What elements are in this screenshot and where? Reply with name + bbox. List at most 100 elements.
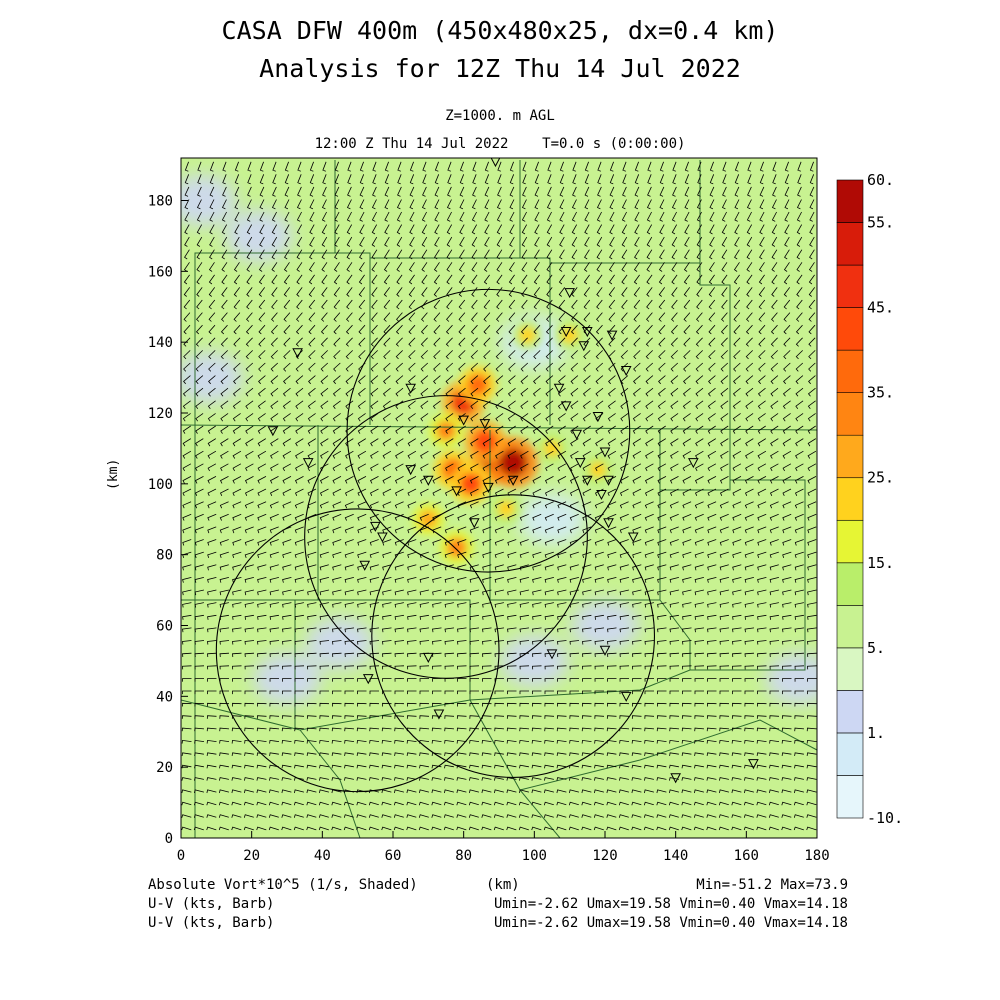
station-marker-0 <box>490 158 501 168</box>
y-tick-label-0: 0 <box>165 831 173 847</box>
colorbar-bin-11 <box>836 307 864 351</box>
x-tick-label-120: 120 <box>592 848 617 864</box>
station-marker-35 <box>362 674 374 685</box>
footer-uv-range-1: Umin=-2.62 Umax=19.58 Vmin=0.40 Vmax=14.… <box>493 896 848 912</box>
colorbar-label-60: 60. <box>867 171 894 189</box>
vort-cell-core-12 <box>561 327 578 344</box>
station-marker-23 <box>627 532 639 543</box>
colorbar-bin-12 <box>836 264 864 308</box>
radar-ring-3 <box>371 494 656 779</box>
station-marker-37 <box>546 649 558 660</box>
station-marker-27 <box>479 419 491 430</box>
y-tick-label-160: 160 <box>148 264 173 280</box>
colorbar-label-25: 25. <box>867 469 894 487</box>
colorbar-bin-9 <box>836 392 864 436</box>
colorbar-label-35: 35. <box>867 384 894 402</box>
station-marker-20 <box>582 475 593 486</box>
colorbar: -10. 1. 5. 15. 25. 35. 45. 55. 60. <box>836 171 903 827</box>
vort-cell-core-4 <box>467 374 489 396</box>
title-line-2: Analysis for 12Z Thu 14 Jul 2022 <box>259 54 741 83</box>
station-marker-34 <box>423 652 434 663</box>
vort-cell-core-10 <box>543 440 561 457</box>
station-marker-38 <box>599 645 611 656</box>
station-marker-25 <box>451 486 462 497</box>
station-marker-18 <box>603 475 614 486</box>
station-marker-13 <box>553 383 565 394</box>
colorbar-label--10: -10. <box>867 809 903 827</box>
station-marker-26 <box>483 482 494 493</box>
colorbar-bin-3 <box>836 647 864 691</box>
station-marker-41 <box>748 759 759 770</box>
x-tick-label-180: 180 <box>804 848 829 864</box>
low-vort-region-1 <box>224 209 293 262</box>
low-vort-region-2 <box>181 351 244 404</box>
station-marker-10 <box>606 330 618 341</box>
low-vort-region-3 <box>306 617 374 670</box>
colorbar-bin-14 <box>836 179 864 223</box>
vort-cell-core-14 <box>589 461 606 478</box>
station-marker-17 <box>599 447 611 458</box>
y-tick-label-80: 80 <box>156 548 173 564</box>
station-marker-15 <box>571 429 583 440</box>
footer-minmax: Min=-51.2 Max=73.9 <box>696 877 848 893</box>
x-axis-label: (km) <box>486 877 520 893</box>
x-tick-label-20: 20 <box>243 848 260 864</box>
vort-cell-core-3 <box>473 429 497 453</box>
station-marker-6 <box>423 475 434 486</box>
station-marker-30 <box>468 518 480 529</box>
colorbar-bin-6 <box>836 519 864 564</box>
vort-cell-core-6 <box>459 472 482 495</box>
station-marker-40 <box>670 773 681 784</box>
station-marker-1 <box>292 348 303 359</box>
station-marker-5 <box>405 465 416 476</box>
station-marker-29 <box>507 475 519 486</box>
x-tick-label-140: 140 <box>663 848 688 864</box>
barb-field <box>181 161 817 831</box>
x-tick-label-80: 80 <box>455 848 472 864</box>
colorbar-bin-4 <box>836 605 864 649</box>
colorbar-label-5: 5. <box>867 639 885 657</box>
low-vort-region-0 <box>181 174 237 227</box>
station-marker-11 <box>578 341 590 352</box>
y-tick-label-100: 100 <box>148 477 173 493</box>
high-vorticity-shading <box>412 320 613 565</box>
footer-uv-range-2: Umin=-2.62 Umax=19.58 Vmin=0.40 Vmax=14.… <box>493 915 848 931</box>
y-tick-label-120: 120 <box>148 406 173 422</box>
station-marker-12 <box>620 366 632 377</box>
y-tick-label-60: 60 <box>156 619 173 635</box>
colorbar-bin-10 <box>836 349 864 393</box>
x-tick-label-60: 60 <box>385 848 402 864</box>
colorbar-label-15: 15. <box>867 554 894 572</box>
station-marker-14 <box>560 401 572 412</box>
station-marker-22 <box>603 518 614 529</box>
x-tick-label-0: 0 <box>177 848 185 864</box>
station-marker-21 <box>596 489 607 501</box>
x-axis: 0 20 40 60 80 100 120 140 160 180 <box>177 831 830 864</box>
colorbar-bin-1 <box>836 732 864 776</box>
level-label: Z=1000. m AGL <box>445 108 555 124</box>
y-tick-label-20: 20 <box>156 760 173 776</box>
colorbar-bin-8 <box>836 434 864 479</box>
y-tick-label-180: 180 <box>148 194 173 210</box>
station-marker-28 <box>458 415 469 426</box>
plot-frame <box>180 157 818 839</box>
station-marker-32 <box>377 532 388 543</box>
colorbar-bin-13 <box>836 222 864 266</box>
colorbar-label-55: 55. <box>867 214 894 232</box>
time-label: 12:00 Z Thu 14 Jul 2022 T=0.0 s (0:00:00… <box>314 136 686 152</box>
colorbar-bin-7 <box>836 477 864 521</box>
vort-cell-core-13 <box>519 327 536 344</box>
footer-barb-label-2: U-V (kts, Barb) <box>148 915 275 931</box>
vort-cell-core-2 <box>499 448 528 477</box>
wind-barbs <box>181 161 817 831</box>
title-line-1: CASA DFW 400m (450x480x25, dx=0.4 km) <box>221 16 779 45</box>
station-marker-8 <box>560 327 572 338</box>
footer-field-label: Absolute Vort*10^5 (1/s, Shaded) <box>148 877 418 893</box>
station-marker-33 <box>359 560 371 571</box>
radar-stations <box>267 158 759 784</box>
y-tick-label-40: 40 <box>156 689 173 705</box>
station-marker-16 <box>592 412 604 423</box>
radar-ring-0 <box>215 508 500 793</box>
station-marker-4 <box>405 383 416 394</box>
